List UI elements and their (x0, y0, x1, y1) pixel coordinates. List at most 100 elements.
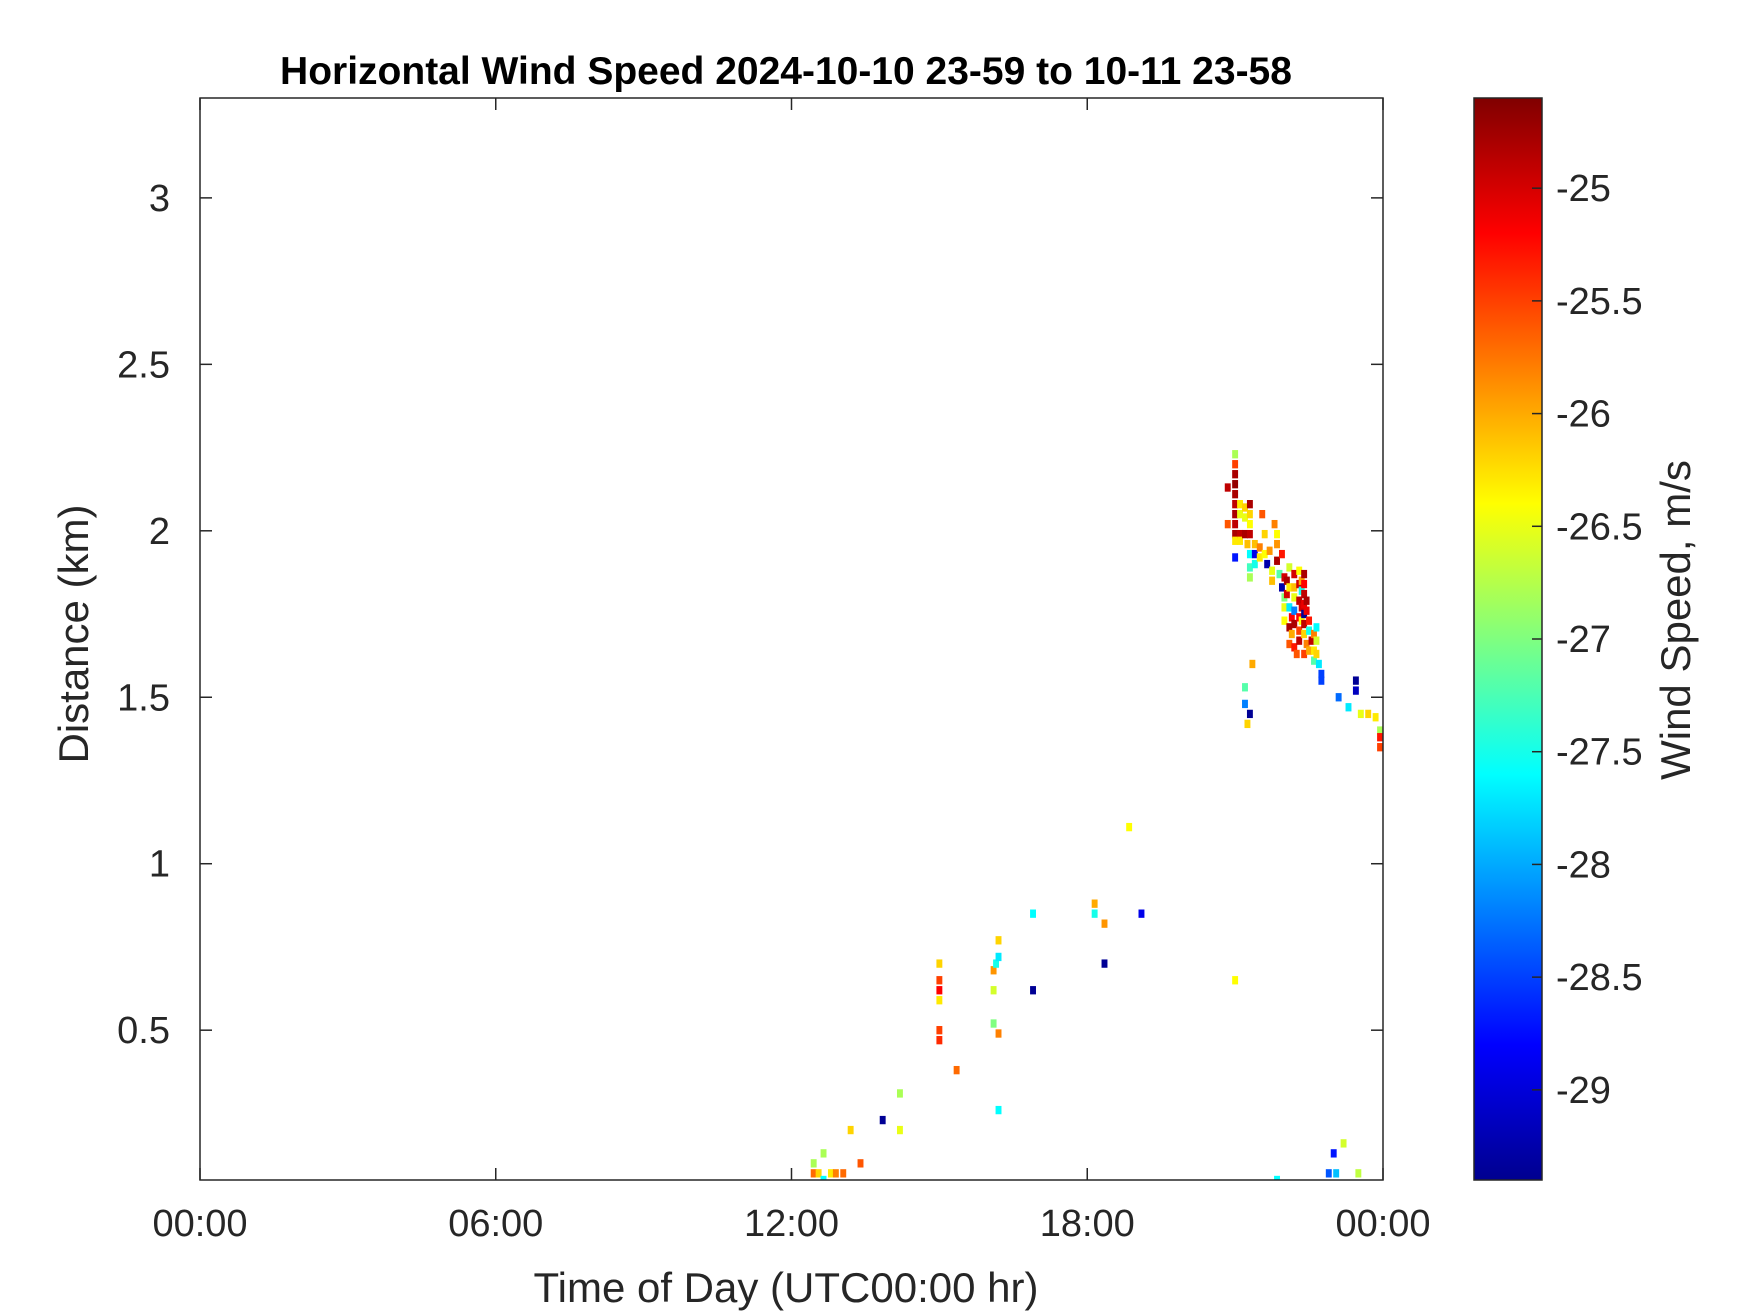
heatmap-cell (993, 959, 1000, 968)
heatmap-cell (1377, 726, 1383, 735)
colorbar: -25 -25.5 -26 -26.5 -27 -27.5 -28 -28.5 -29 Wind… (1473, 97, 1699, 1181)
y-tick-label: 0.5 (117, 1010, 170, 1052)
heatmap-cell (1266, 546, 1273, 555)
heatmap-cell (1237, 536, 1244, 545)
heatmap-cell (1269, 576, 1276, 585)
heatmap-cell (1237, 500, 1244, 509)
heatmap-cell (1352, 676, 1359, 685)
heatmap-cell (1232, 529, 1239, 539)
heatmap-cell (847, 1125, 854, 1135)
heatmap-cell (1274, 539, 1280, 549)
x-axis-label: Time of Day (UTC00:00 hr) (534, 1264, 1039, 1311)
heatmap-cell (1286, 603, 1293, 612)
heatmap-cell (1232, 490, 1239, 499)
heatmap-cell (1249, 659, 1256, 669)
heatmap-cell (1274, 529, 1280, 539)
heatmap-cell (1232, 500, 1239, 509)
chart-title: Horizontal Wind Speed 2024-10-10 23-59 t… (280, 50, 1292, 93)
heatmap-cell (1377, 743, 1383, 752)
heatmap-cell (815, 1169, 822, 1178)
heatmap-cell (1138, 909, 1145, 918)
heatmap-cell (1232, 509, 1239, 519)
heatmap-cell (1315, 659, 1322, 669)
heatmap-cell (990, 1019, 997, 1028)
x-axis-ticks: 00:00 06:00 12:00 18:00 00:00 (152, 98, 1431, 1245)
heatmap-cell (896, 1125, 903, 1135)
heatmap-cell (1259, 509, 1266, 519)
heatmap-cell (1340, 1139, 1347, 1148)
heatmap-cell (990, 966, 997, 975)
heatmap-cell (995, 1105, 1002, 1115)
heatmap-cell (1283, 576, 1290, 585)
heatmap-cell (1318, 676, 1325, 685)
heatmap-cell (1291, 593, 1298, 602)
heatmap-cell (1303, 639, 1310, 649)
x-tick-label: 12:00 (744, 1203, 839, 1245)
heatmap-cell (1256, 553, 1263, 562)
heatmap-cell (1091, 909, 1098, 918)
heatmap-cell (1246, 549, 1253, 559)
heatmap-cell (1325, 1169, 1332, 1178)
heatmap-cell (936, 986, 943, 995)
heatmap-cell (840, 1169, 847, 1178)
heatmap-cell (1232, 519, 1239, 529)
heatmap-cell (810, 1169, 817, 1178)
heatmap-cell (1333, 1169, 1340, 1178)
heatmap-cell (936, 1026, 943, 1035)
heatmap-cell (1091, 899, 1098, 908)
heatmap-cell (1303, 596, 1310, 605)
heatmap-cell (990, 986, 997, 995)
heatmap-cell (1246, 709, 1253, 719)
heatmap-cell (1291, 569, 1298, 579)
heatmap-cell (1311, 656, 1317, 665)
heatmap-cell (1261, 529, 1268, 539)
heatmap-cell (1232, 460, 1239, 469)
y-tick-label: 2.5 (117, 344, 170, 386)
colorbar-tick-label: -29 (1556, 1070, 1611, 1112)
heatmap-cell (1306, 626, 1313, 635)
heatmap-cell (1030, 909, 1036, 918)
heatmap-cell (1286, 639, 1293, 649)
heatmap-cell (1246, 563, 1253, 572)
heatmap-cell (1283, 589, 1290, 599)
heatmap-cell (1278, 549, 1285, 559)
heatmap-cell (1232, 470, 1239, 479)
heatmap-cell (1251, 539, 1258, 549)
plot-area (200, 98, 1383, 1180)
heatmap-cell (1355, 1169, 1362, 1178)
heatmap-cell (1301, 589, 1308, 599)
heatmap-cell (1232, 976, 1239, 985)
heatmap-cell (1232, 450, 1239, 459)
heatmap-cell (1372, 713, 1379, 722)
heatmap-cell (1345, 703, 1352, 712)
y-tick-label: 1 (149, 844, 170, 886)
colorbar-tick-label: -25 (1556, 168, 1611, 210)
heatmap-cell (1318, 669, 1325, 679)
heatmap-cell (1296, 636, 1303, 645)
heatmap-cell (1261, 549, 1268, 559)
heatmap-cell (1246, 519, 1253, 529)
heatmap-cell (995, 1029, 1002, 1038)
heatmap-cell (1311, 629, 1317, 639)
x-tick-label: 18:00 (1040, 1203, 1135, 1245)
heatmap-cell (1274, 1175, 1280, 1180)
heatmap-cell (1278, 583, 1285, 592)
heatmap-cell (1246, 529, 1253, 539)
heatmap-cell (1301, 569, 1308, 579)
heatmap-cell (1301, 649, 1308, 659)
x-tick-label: 00:00 (152, 1203, 247, 1245)
heatmap-cell (1232, 536, 1239, 545)
heatmap-cell (1256, 543, 1263, 552)
heatmap-cell (1296, 596, 1303, 605)
heatmap-cell (1246, 509, 1253, 519)
heatmap-cell (1296, 626, 1303, 635)
heatmap-cell (1269, 566, 1276, 575)
heatmap-cell (1274, 556, 1280, 565)
heatmap-cell (1237, 529, 1244, 539)
heatmap-cell (1306, 646, 1313, 655)
heatmap-cell (1126, 822, 1133, 832)
heatmap-cell (936, 996, 943, 1005)
heatmap-cell (1242, 503, 1248, 512)
heatmap-cell (1308, 636, 1315, 645)
